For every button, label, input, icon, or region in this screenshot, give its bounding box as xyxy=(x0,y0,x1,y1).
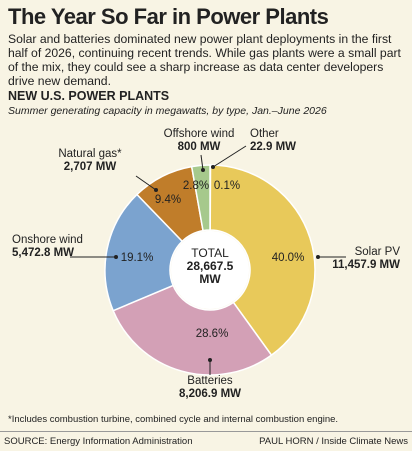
value-label: 8,206.9 MW xyxy=(179,388,241,400)
total-value: 28,667.5 MW xyxy=(186,259,234,286)
category-label: Batteries xyxy=(187,375,233,387)
leader-dot xyxy=(114,255,118,259)
share-label: 9.4% xyxy=(155,194,181,206)
category-label: Offshore wind xyxy=(164,128,235,140)
leader-line xyxy=(200,154,204,171)
source: SOURCE: Energy Information Administratio… xyxy=(4,436,193,447)
value-label: 11,457.9 MW xyxy=(332,259,400,271)
leader-dot xyxy=(201,168,205,172)
leader-dot xyxy=(316,255,320,259)
value-label: 5,472.8 MW xyxy=(12,247,74,259)
credit: PAUL HORN / Inside Climate News xyxy=(259,436,408,447)
category-label: Other xyxy=(250,128,279,140)
category-label: Onshore wind xyxy=(12,234,83,246)
footnote: *Includes combustion turbine, combined c… xyxy=(8,414,339,425)
slice xyxy=(104,193,184,312)
category-label: Solar PV xyxy=(355,246,401,258)
share-label: 40.0% xyxy=(272,252,305,264)
share-label: 28.6% xyxy=(196,328,229,340)
share-label: 0.1% xyxy=(214,180,240,192)
category-label: Natural gas* xyxy=(58,148,122,160)
total: TOTAL 28,667.5 MW xyxy=(180,247,240,286)
leader-line xyxy=(212,145,247,168)
slice xyxy=(209,164,316,357)
chart-subtitle: Summer generating capacity in megawatts,… xyxy=(8,105,327,117)
center-hole xyxy=(171,231,249,309)
value-label: 2,707 MW xyxy=(64,161,117,173)
total-title: TOTAL xyxy=(191,246,229,260)
headline: The Year So Far in Power Plants xyxy=(8,4,329,29)
share-label: 19.1% xyxy=(121,252,154,264)
share-label: 2.8% xyxy=(183,180,209,192)
value-label: 22.9 MW xyxy=(250,141,296,153)
leader-line xyxy=(135,175,157,191)
slice xyxy=(190,164,211,232)
leader-dot xyxy=(208,358,212,362)
intro: Solar and batteries dominated new power … xyxy=(8,32,401,88)
chart-title: NEW U.S. POWER PLANTS xyxy=(8,89,169,103)
slice xyxy=(112,284,273,376)
leader-dot xyxy=(154,188,158,192)
value-label: 800 MW xyxy=(178,141,221,153)
leader-dot xyxy=(211,165,215,169)
rule xyxy=(0,431,412,432)
